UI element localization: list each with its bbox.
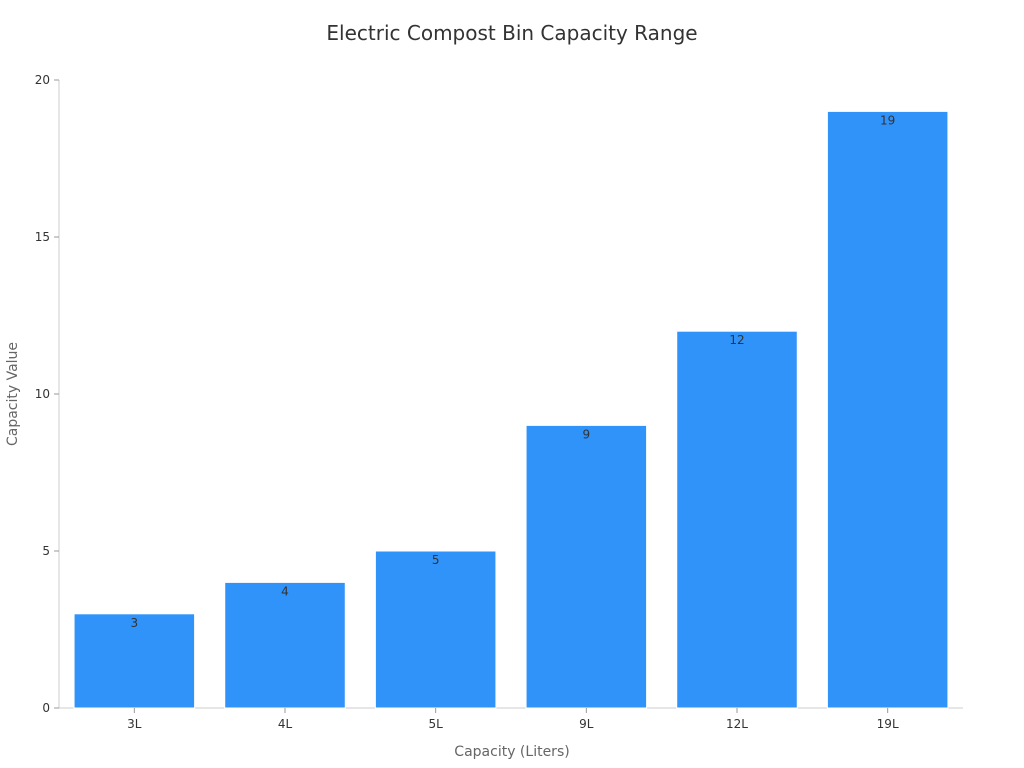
y-tick-label: 20 <box>35 73 50 87</box>
y-axis-title: Capacity Value <box>5 342 21 446</box>
data-label: 5 <box>432 553 440 567</box>
data-label: 4 <box>281 584 289 598</box>
data-label: 3 <box>131 616 139 630</box>
x-tick-label: 3L <box>127 717 142 731</box>
y-tick-label: 0 <box>42 701 50 715</box>
chart-title: Electric Compost Bin Capacity Range <box>326 21 697 45</box>
bar-19L <box>826 110 949 709</box>
y-tick-label: 5 <box>42 544 50 558</box>
x-axis-title: Capacity (Liters) <box>454 744 569 760</box>
x-tick-label: 4L <box>278 717 293 731</box>
x-tick-label: 5L <box>429 717 444 731</box>
x-tick-label: 9L <box>579 717 594 731</box>
bar-12L <box>676 330 798 709</box>
plot-area: 0 5 10 15 20 3 3L 4 4L 5 5L 9 9L 12 12L 19 19L <box>35 73 963 731</box>
data-label: 19 <box>880 113 895 127</box>
data-label: 9 <box>583 427 591 441</box>
bar-4L <box>224 581 346 709</box>
x-tick-label: 12L <box>726 717 748 731</box>
y-tick-label: 10 <box>35 387 50 401</box>
data-label: 12 <box>729 333 744 347</box>
x-tick-label: 19L <box>877 717 899 731</box>
bar-5L <box>374 550 497 709</box>
bar-9L <box>525 424 648 709</box>
y-tick-label: 15 <box>35 230 50 244</box>
